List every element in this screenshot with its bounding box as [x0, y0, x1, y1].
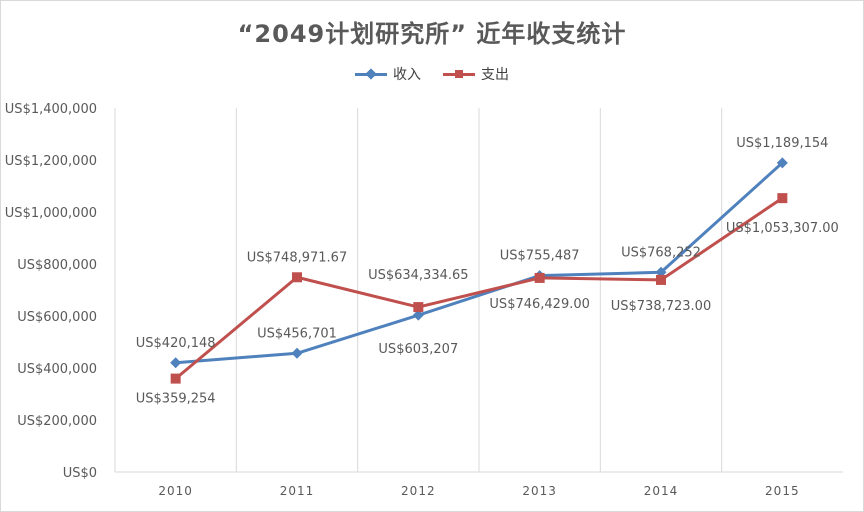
data-point-expense: [534, 272, 545, 283]
legend-label-expense: 支出: [481, 67, 509, 83]
y-tick-label: US$0: [63, 466, 97, 481]
y-tick-label: US$1,200,000: [5, 154, 97, 169]
legend-item-income[interactable]: 收入: [355, 64, 421, 84]
legend-swatch-income: [355, 67, 387, 81]
data-point-expense: [413, 302, 424, 313]
legend: 收入 支出: [0, 64, 864, 84]
data-label-income: US$456,701: [257, 326, 337, 341]
series-line-income: [175, 161, 784, 365]
data-point-income: [412, 309, 424, 321]
data-point-expense: [777, 193, 788, 204]
data-point-expense: [292, 272, 302, 283]
y-tick-label: US$600,000: [17, 310, 97, 325]
y-tick-label: US$200,000: [17, 414, 97, 429]
data-point-income: [291, 347, 303, 359]
data-label-expense: US$748,971.67: [247, 250, 347, 265]
data-point-income: [170, 357, 182, 369]
data-point-expense: [656, 274, 666, 285]
data-label-income: US$420,148: [136, 336, 216, 351]
y-tick-label: US$1,400,000: [5, 102, 97, 117]
data-point-expense: [170, 373, 181, 384]
x-tick-label: 2010: [158, 484, 193, 498]
legend-swatch-expense: [443, 67, 475, 81]
y-tick-label: US$1,000,000: [5, 206, 97, 221]
x-tick-label: 2013: [522, 484, 557, 498]
series-line-expense: [174, 196, 784, 380]
data-label-expense: US$738,723.00: [611, 299, 711, 314]
data-label-expense: US$359,254: [136, 392, 216, 407]
data-label-income: US$1,189,154: [736, 136, 828, 151]
y-tick-label: US$800,000: [17, 258, 97, 273]
x-tick-label: 2011: [280, 484, 315, 498]
legend-label-income: 收入: [393, 67, 421, 83]
data-point-income: [776, 157, 788, 169]
data-label-expense: US$634,334.65: [368, 268, 468, 283]
x-tick-label: 2012: [401, 484, 436, 498]
legend-item-expense[interactable]: 支出: [443, 64, 509, 84]
data-label-income: US$768,252: [621, 245, 701, 260]
data-label-expense: US$746,429.00: [489, 297, 589, 312]
chart-title: “2049计划研究所” 近年收支统计: [237, 20, 627, 48]
data-label-expense: US$1,053,307.00: [726, 221, 839, 236]
x-tick-label: 2015: [765, 484, 800, 498]
data-label-income: US$755,487: [500, 249, 580, 264]
data-label-income: US$603,207: [378, 342, 458, 357]
x-tick-label: 2014: [644, 484, 679, 498]
y-tick-label: US$400,000: [17, 362, 97, 377]
